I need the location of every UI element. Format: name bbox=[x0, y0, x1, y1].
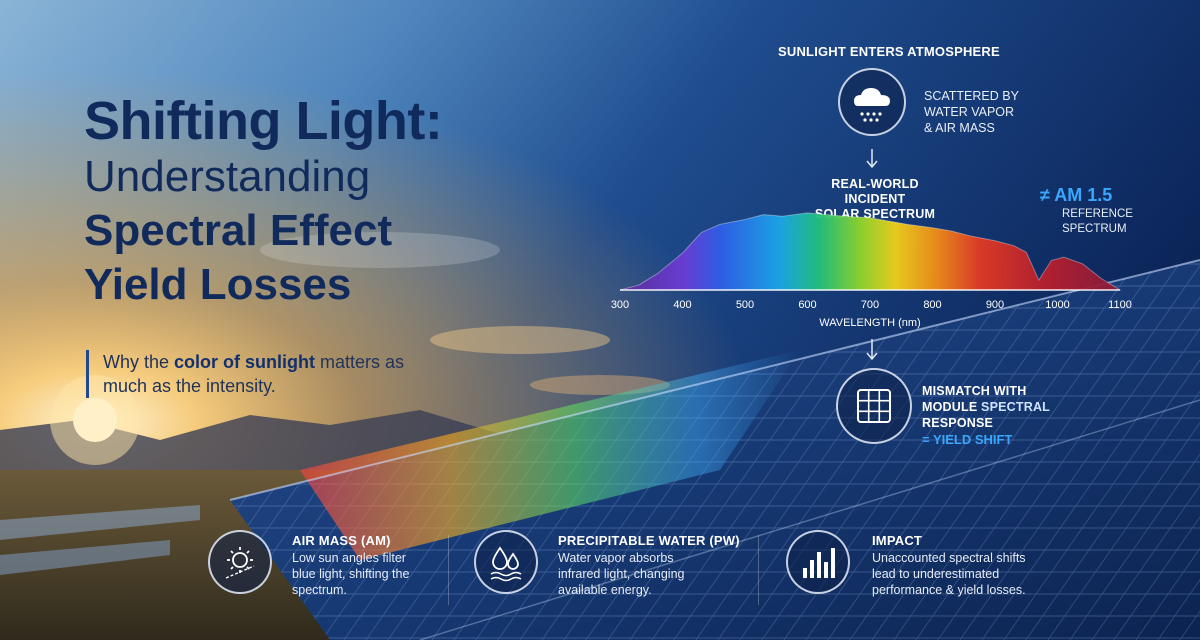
feature-divider bbox=[448, 535, 449, 605]
spectrum-outline bbox=[619, 212, 1122, 291]
feature-3-body: Unaccounted spectral shifts lead to unde… bbox=[872, 550, 1072, 598]
headline-line-2: Understanding bbox=[84, 152, 371, 201]
step1-note-line-3: & AIR MASS bbox=[924, 121, 995, 135]
solar-panel-icon bbox=[836, 368, 912, 444]
feature-2-title: PRECIPITABLE WATER (PW) bbox=[558, 533, 740, 548]
bar-chart-icon bbox=[786, 530, 850, 594]
reference-note-line-1: REFERENCE bbox=[1062, 208, 1133, 220]
arrow-down-icon bbox=[866, 149, 878, 169]
feature-3-line-2: lead to underestimated bbox=[872, 567, 1000, 581]
reference-compare: ≠ AM 1.5 bbox=[1040, 185, 1112, 206]
feature-1-title: AIR MASS (AM) bbox=[292, 533, 391, 548]
feature-1-line-1: Low sun angles filter bbox=[292, 551, 406, 565]
feature-2-body: Water vapor absorbs infrared light, chan… bbox=[558, 550, 728, 598]
step1-note-line-2: WATER VAPOR bbox=[924, 105, 1015, 119]
feature-3-line-3: performance & yield losses. bbox=[872, 583, 1026, 597]
tagline-end: matters as much as the intensity. bbox=[103, 352, 405, 396]
feature-1-line-2: blue light, shifting the bbox=[292, 567, 410, 581]
spectrum-area bbox=[620, 212, 1120, 290]
step1-title: SUNLIGHT ENTERS ATMOSPHERE bbox=[778, 44, 1000, 59]
headline-line-4: Yield Losses bbox=[84, 260, 352, 309]
tagline-emphasis: color of sunlight bbox=[174, 352, 316, 372]
x-tick-label: 800 bbox=[923, 299, 941, 311]
x-tick-label: 900 bbox=[986, 299, 1004, 311]
sun-angle-icon bbox=[208, 530, 272, 594]
x-tick-label: 1000 bbox=[1045, 299, 1069, 311]
step3-line-2a: MODULE bbox=[922, 400, 982, 414]
step3-text: MISMATCH WITH MODULE SPECTRAL RESPONSE bbox=[922, 383, 1082, 431]
x-axis-label: WAVELENGTH (nm) bbox=[819, 317, 920, 329]
headline-line-3: Spectral Effect bbox=[84, 206, 393, 255]
x-tick-label: 1100 bbox=[1108, 299, 1132, 311]
x-tick-label: 700 bbox=[861, 299, 879, 311]
feature-3-title: IMPACT bbox=[872, 533, 923, 548]
headline: Shifting Light: Understanding Spectral E… bbox=[84, 92, 604, 312]
x-tick-label: 600 bbox=[798, 299, 816, 311]
reference-note-line-2: SPECTRUM bbox=[1062, 223, 1127, 235]
step3-line-2b: SPECTRAL bbox=[981, 400, 1051, 414]
cloud-rain-icon bbox=[838, 68, 906, 136]
feature-2-line-2: infrared light, changing bbox=[558, 567, 685, 581]
x-tick-label: 300 bbox=[611, 299, 629, 311]
spectrum-chart: 300 400 500 600 700 800 900 1000 1100 WAVELENGTH… bbox=[611, 212, 1132, 329]
step1-note-line-1: SCATTERED BY bbox=[924, 89, 1019, 103]
x-tick-label: 500 bbox=[736, 299, 754, 311]
feature-2-line-1: Water vapor absorbs bbox=[558, 551, 674, 565]
not-equal-symbol: ≠ bbox=[1040, 185, 1050, 205]
step3-line-3: RESPONSE bbox=[922, 416, 994, 430]
am15-label: AM 1.5 bbox=[1054, 185, 1113, 205]
feature-2-line-3: available energy. bbox=[558, 583, 652, 597]
step2-title-line-1: REAL-WORLD INCIDENT bbox=[831, 177, 919, 206]
reference-note: REFERENCE SPECTRUM bbox=[1062, 207, 1152, 237]
yield-shift-result: = YIELD SHIFT bbox=[922, 432, 1013, 447]
feature-3-line-1: Unaccounted spectral shifts bbox=[872, 551, 1026, 565]
feature-divider bbox=[758, 535, 759, 605]
arrow-down-icon bbox=[866, 339, 878, 361]
feature-1-line-3: spectrum. bbox=[292, 583, 347, 597]
x-tick-label: 400 bbox=[673, 299, 691, 311]
tagline: Why the color of sunlight matters as muc… bbox=[86, 350, 433, 398]
step3-line-1: MISMATCH WITH bbox=[922, 384, 1027, 398]
water-drops-icon bbox=[474, 530, 538, 594]
step1-note: SCATTERED BY WATER VAPOR & AIR MASS bbox=[924, 88, 1044, 136]
headline-line-1: Shifting Light: bbox=[84, 91, 443, 151]
feature-1-body: Low sun angles filter blue light, shifti… bbox=[292, 550, 442, 598]
tagline-start: Why the bbox=[103, 352, 175, 372]
